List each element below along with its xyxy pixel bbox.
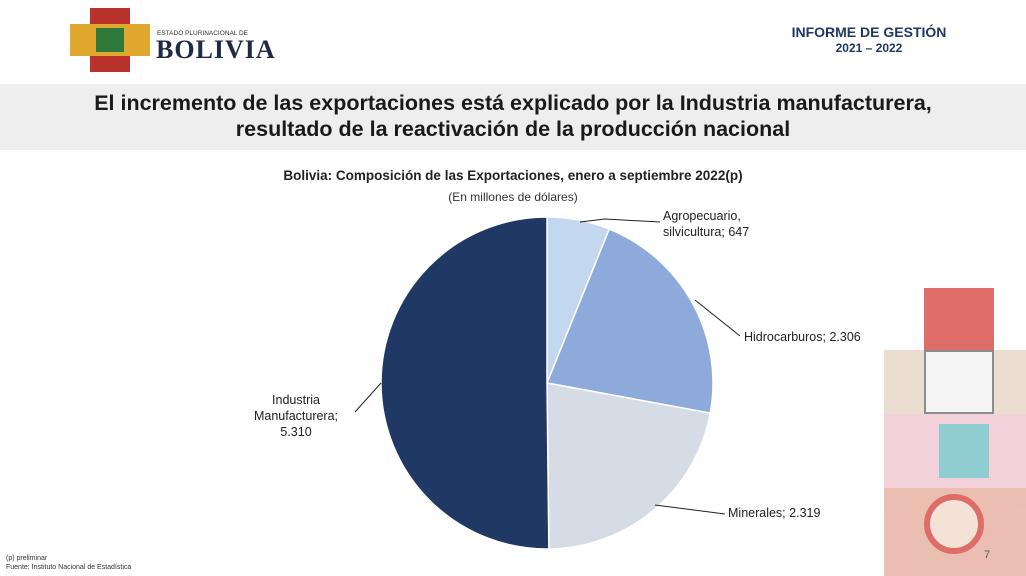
category-label: Hidrocarburos; [744,330,826,344]
leader-line [579,218,661,223]
headline: El incremento de las exportaciones está … [94,91,932,115]
value-label: 2.306 [829,330,861,344]
leader-line [654,504,726,515]
logo-emblem [70,8,150,72]
leader-line [354,382,382,413]
category-label: Industria Manufacturera; [253,393,339,423]
source: Fuente: Instituto Nacional de Estadístic… [6,564,132,571]
value-label: 2.319 [789,506,821,520]
logo-big: BOLIVIA [156,35,276,64]
slice-label: Agropecuario, silvicultura; 647 [663,208,783,240]
logo-small: ESTADO PLURINACIONAL DE [157,30,249,37]
pie-slice [545,228,714,415]
textile-decoration [884,288,1026,576]
report-title: INFORME DE GESTIÓN [791,24,947,40]
slice-label: Industria Manufacturera; 5.310 [246,392,346,440]
page-number: 7 [984,549,991,561]
category-label: Minerales; [728,506,786,520]
category-label: Agropecuario, silvicultura; [663,209,741,239]
pie-slice [546,382,712,550]
report-years: 2021 – 2022 [835,41,903,55]
leader-line [694,299,741,337]
slice-label: Minerales; 2.319 [728,505,820,521]
leader-lines [354,218,741,515]
chart-title: Bolivia: Composición de las Exportacione… [283,168,743,183]
pie-slice [380,216,550,550]
value-label: 5.310 [280,425,312,439]
headline: resultado de la reactivación de la produ… [235,117,791,141]
headline-band [0,84,1026,150]
slice-label: Hidrocarburos; 2.306 [744,329,861,345]
value-label: 647 [728,225,750,239]
chart-subtitle: (En millones de dólares) [448,190,578,204]
footnote: (p) preliminar [6,555,48,562]
